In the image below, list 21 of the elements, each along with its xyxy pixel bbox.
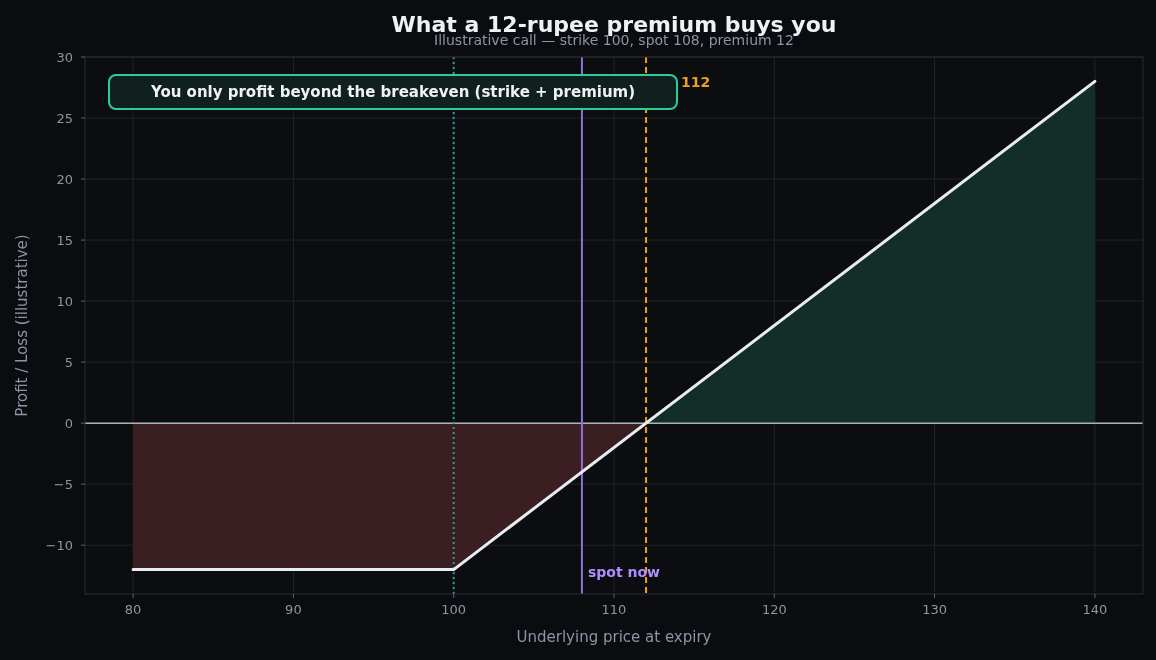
x-tick-label: 140: [1082, 602, 1108, 617]
ref-line-label: spot now: [587, 564, 661, 580]
y-tick-label: −5: [53, 476, 73, 492]
x-axis-title: Underlying price at expiry: [516, 628, 712, 646]
annotation: You only profit beyond the breakeven (strike + premium): [149, 83, 636, 102]
y-tick-label: 0: [64, 415, 73, 431]
x-tick-label: 120: [761, 602, 787, 617]
ref-line-label: 112: [681, 74, 711, 90]
x-tick-label: 90: [285, 602, 302, 617]
y-tick-label: 25: [56, 110, 73, 126]
y-tick-label: 10: [56, 293, 73, 309]
x-tick-label: 130: [922, 602, 948, 617]
y-tick-label: 5: [64, 354, 73, 370]
x-tick-label: 100: [441, 602, 467, 617]
x-tick-label: 110: [601, 602, 627, 617]
y-axis-title: Profit / Loss (illustrative): [13, 234, 31, 417]
y-tick-label: 30: [56, 49, 73, 65]
y-tick-label: 20: [56, 171, 73, 187]
y-tick-label: −10: [45, 537, 73, 553]
y-tick-label: 15: [56, 232, 73, 248]
x-tick-label: 80: [124, 602, 142, 617]
